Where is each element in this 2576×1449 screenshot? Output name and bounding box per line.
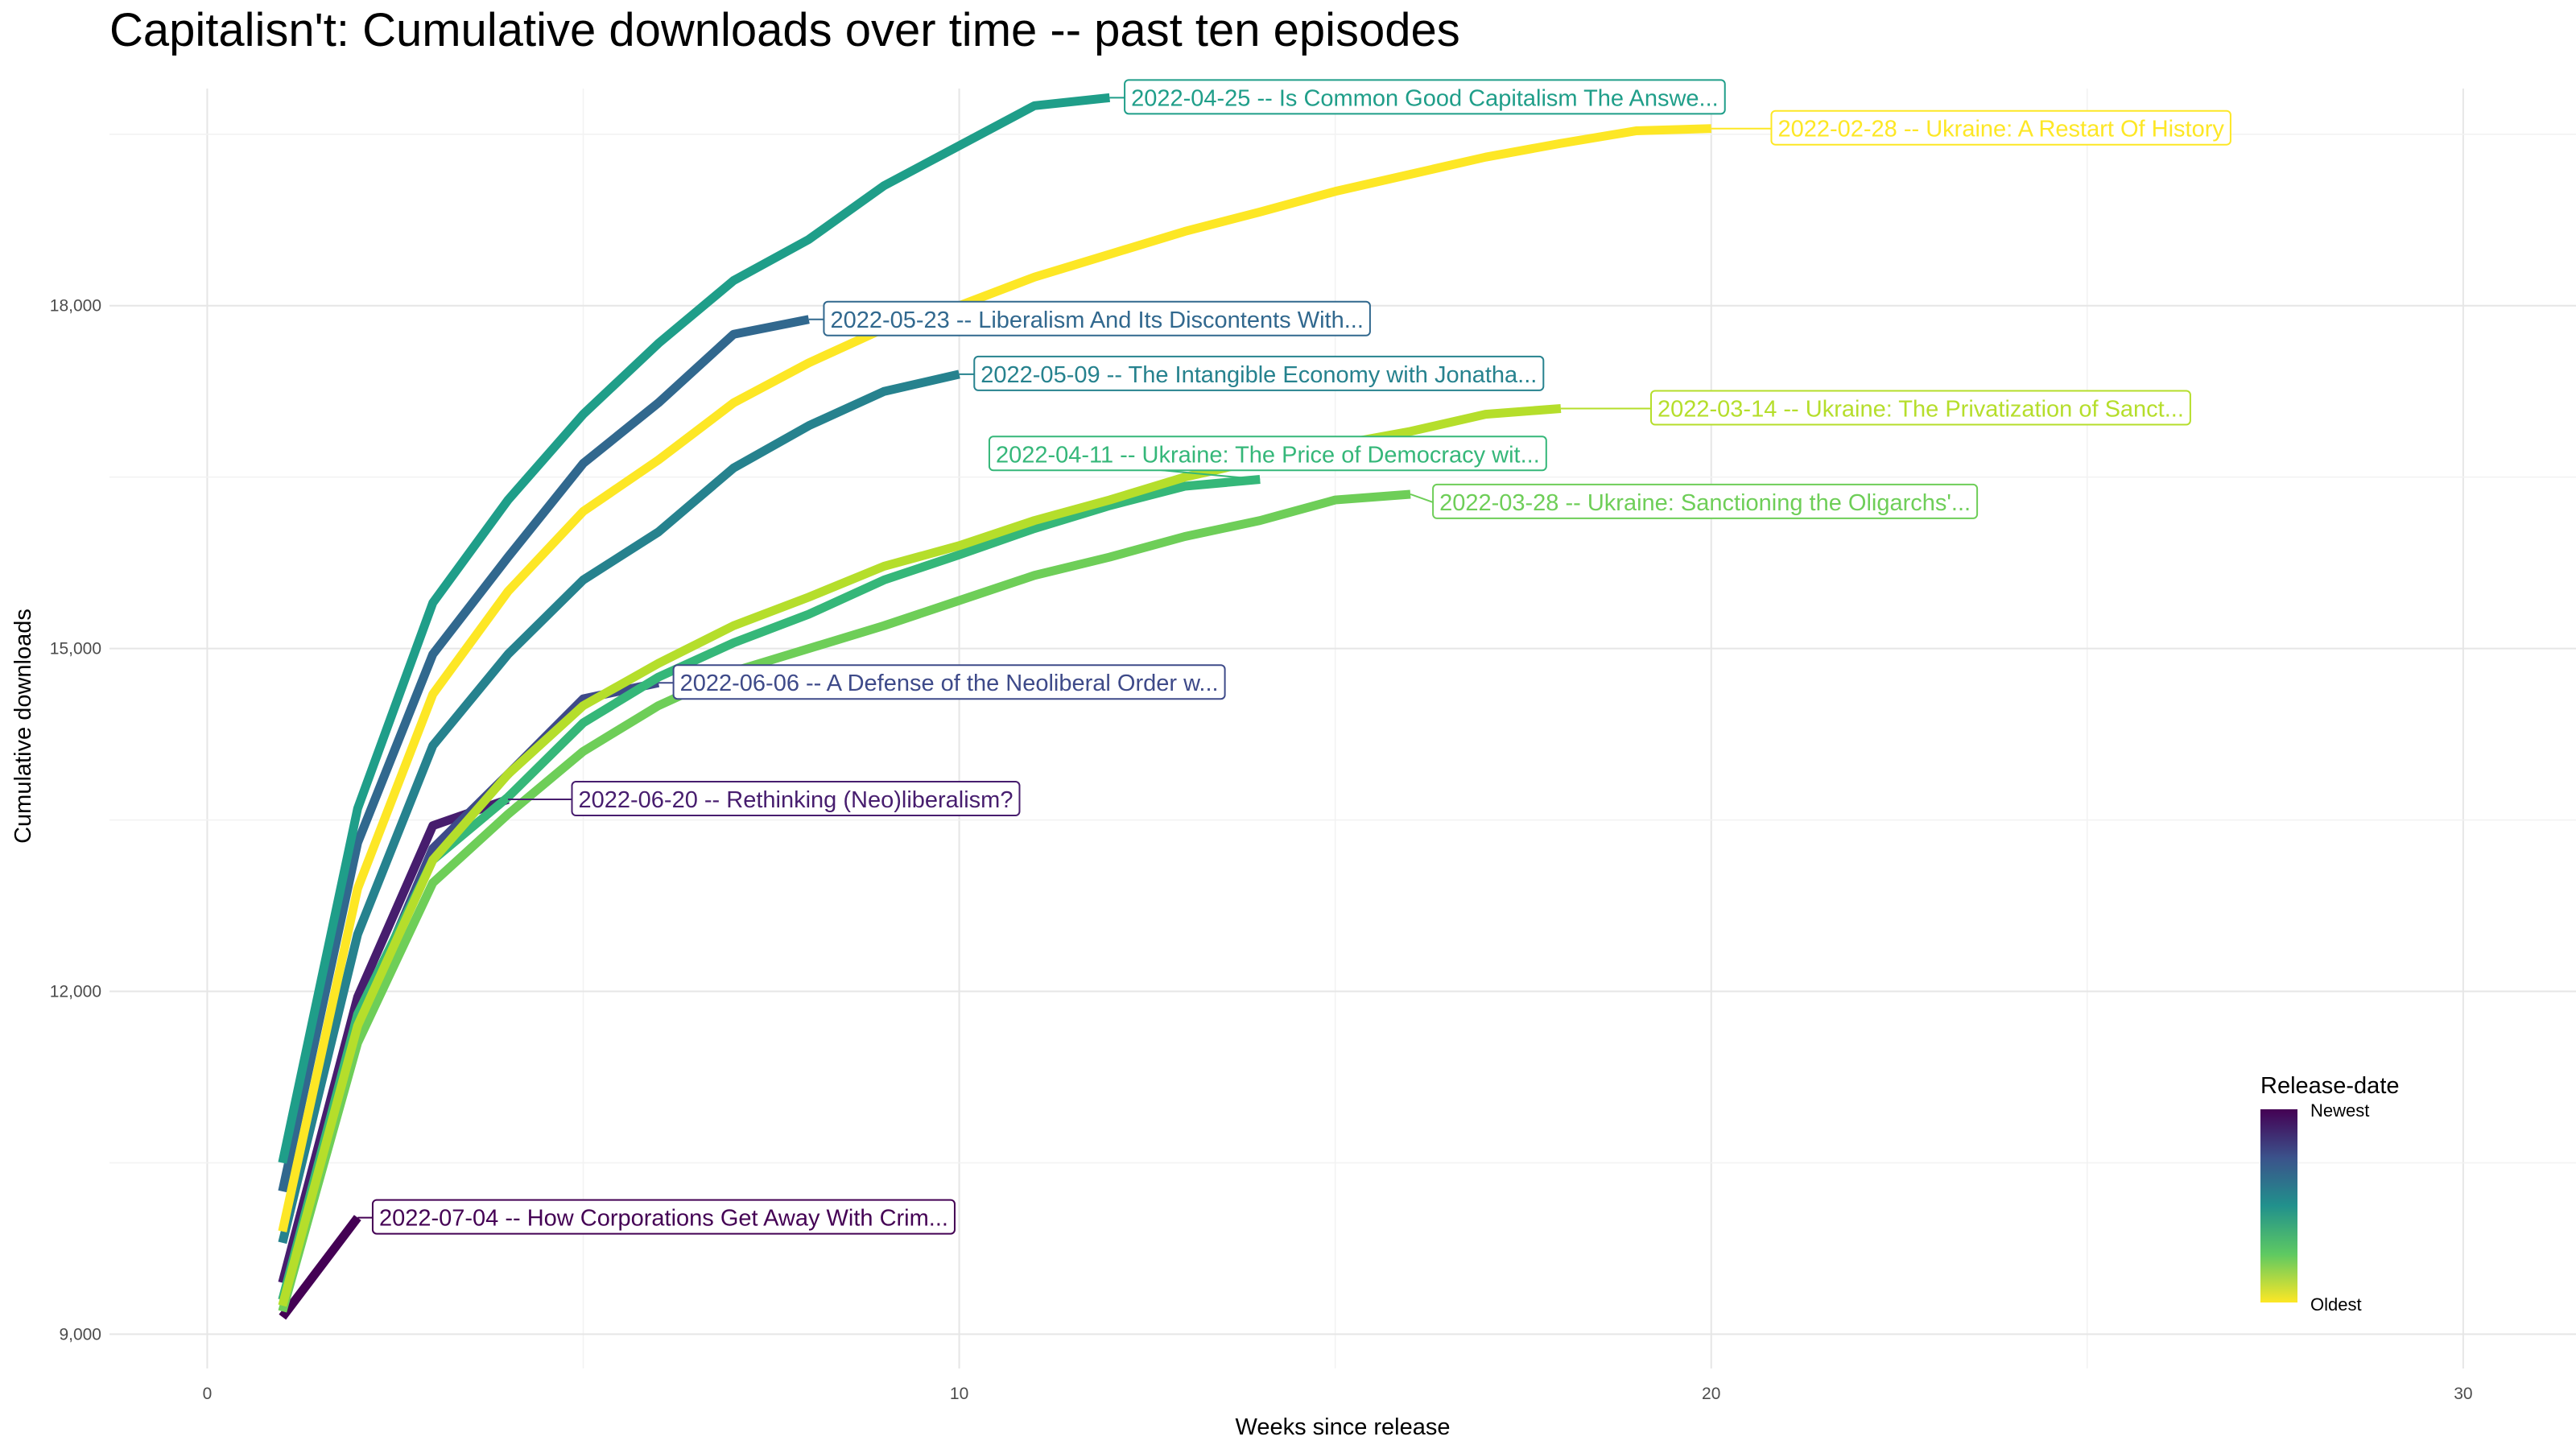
series-callout: 2022-05-23 -- Liberalism And Its Discont…	[808, 300, 1371, 336]
callout-box	[371, 1199, 956, 1235]
series-line-10	[278, 124, 1711, 1232]
series-label: 2022-04-25 -- Is Common Good Capitalism …	[1131, 85, 1719, 111]
callout-box	[1650, 390, 2191, 426]
series-callout: 2022-06-06 -- A Defense of the Neolibera…	[658, 664, 1226, 700]
series-label: 2022-06-20 -- Rethinking (Neo)liberalism…	[579, 787, 1013, 813]
series-label: 2022-04-11 -- Ukraine: The Price of Demo…	[996, 442, 1540, 468]
series-label: 2022-06-06 -- A Defense of the Neolibera…	[680, 671, 1219, 696]
y-tick-label: 18,000	[50, 297, 101, 316]
legend-oldest-label: Oldest	[2310, 1294, 2362, 1315]
legend-newest-label: Newest	[2310, 1100, 2369, 1121]
color-legend: Release-date Newest Oldest	[2260, 1073, 2400, 1315]
axis-ticks: 0 10 20 30 9,000 12,000 15,000 18,000	[50, 297, 2473, 1403]
legend-title: Release-date	[2260, 1073, 2400, 1099]
chart-title: Capitalisn't: Cumulative downloads over …	[109, 4, 1460, 56]
callout-connector	[1410, 493, 1434, 503]
x-tick-label: 30	[2454, 1385, 2472, 1403]
series-label: 2022-03-28 -- Ukraine: Sanctioning the O…	[1439, 490, 1971, 516]
series-line-5	[278, 369, 960, 1245]
series-label: 2022-05-23 -- Liberalism And Its Discont…	[830, 308, 1363, 333]
x-tick-label: 0	[203, 1385, 213, 1403]
series-callout: 2022-03-14 -- Ukraine: The Privatization…	[1560, 390, 2191, 426]
series-label: 2022-03-14 -- Ukraine: The Privatization…	[1657, 397, 2184, 423]
callout-box	[1124, 79, 1726, 115]
y-axis-title: Cumulative downloads	[10, 609, 36, 844]
y-tick-label: 12,000	[50, 983, 101, 1001]
callout-box	[973, 355, 1545, 391]
series-line-8	[278, 489, 1411, 1313]
y-tick-label: 9,000	[59, 1325, 101, 1344]
series-callout: 2022-04-11 -- Ukraine: The Price of Demo…	[988, 436, 1547, 481]
series-line-1	[279, 1215, 361, 1320]
y-tick-label: 15,000	[50, 640, 101, 658]
series-label: 2022-07-04 -- How Corporations Get Away …	[379, 1206, 948, 1232]
series-callout: 2022-07-04 -- How Corporations Get Away …	[357, 1199, 956, 1235]
series-label: 2022-05-09 -- The Intangible Economy wit…	[980, 362, 1537, 388]
x-tick-label: 10	[950, 1385, 968, 1403]
series-callout: 2022-03-28 -- Ukraine: Sanctioning the O…	[1410, 483, 1979, 519]
callout-box	[571, 781, 1021, 817]
series-line-6	[278, 93, 1110, 1164]
series-label: 2022-02-28 -- Ukraine: A Restart Of Hist…	[1777, 117, 2224, 142]
gridlines	[109, 89, 2576, 1368]
x-tick-label: 20	[1702, 1385, 1720, 1403]
series-callout: 2022-05-09 -- The Intangible Economy wit…	[959, 355, 1545, 391]
series-lines	[278, 93, 1711, 1320]
callout-box	[823, 300, 1371, 336]
callout-box	[1770, 109, 2231, 146]
legend-colorbar	[2260, 1109, 2297, 1302]
series-callout: 2022-06-20 -- Rethinking (Neo)liberalism…	[508, 781, 1021, 817]
callout-box	[1432, 483, 1979, 519]
callout-box	[988, 436, 1547, 472]
callout-box	[672, 664, 1226, 700]
series-callouts: 2022-07-04 -- How Corporations Get Away …	[357, 79, 2231, 1235]
series-line-4	[278, 315, 810, 1193]
x-axis-title: Weeks since release	[1235, 1414, 1450, 1440]
series-callout: 2022-02-28 -- Ukraine: A Restart Of Hist…	[1711, 109, 2231, 146]
series-callout: 2022-04-25 -- Is Common Good Capitalism …	[1109, 79, 1726, 115]
